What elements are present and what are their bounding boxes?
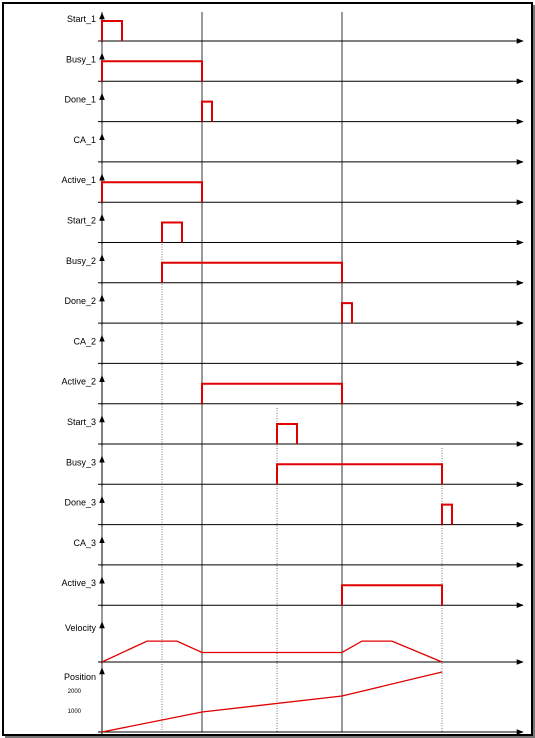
position-tick-label-1: 1000	[68, 709, 82, 715]
signal-label-active-3: Active_3	[61, 578, 96, 588]
position-profile	[101, 671, 443, 733]
position-label: Position	[64, 672, 96, 682]
signal-label-busy-3: Busy_3	[66, 457, 96, 467]
row-position: Position 2000 1000	[64, 667, 524, 734]
row-busy-2: Busy_2	[66, 254, 524, 286]
timing-diagram: Start_1 Busy_1 Done_1 CA_1 Active_1 Start_2 Bu…	[61, 12, 524, 734]
signal-rows: Start_1 Busy_1 Done_1 CA_1 Active_1 Start_2 Bu…	[61, 12, 524, 734]
row-start-3: Start_3	[67, 415, 524, 447]
signal-label-done-2: Done_2	[64, 296, 96, 306]
position-tick-label-0: 2000	[68, 689, 82, 695]
row-ca-3: CA_3	[73, 536, 524, 568]
cursor-lines	[101, 12, 443, 732]
signal-label-ca-2: CA_2	[73, 336, 96, 346]
row-done-2: Done_2	[64, 294, 524, 326]
waveform-busy-2	[161, 261, 343, 283]
velocity-label: Velocity	[65, 623, 97, 633]
waveform-busy-3	[276, 463, 443, 485]
waveform-done-3	[441, 503, 453, 525]
row-done-3: Done_3	[64, 495, 524, 528]
signal-label-done-3: Done_3	[64, 498, 96, 508]
row-active-3: Active_3	[61, 576, 524, 609]
waveform-start-1	[101, 20, 123, 41]
signal-label-start-2: Start_2	[67, 216, 96, 226]
row-active-2: Active_2	[61, 375, 524, 407]
signal-label-ca-1: CA_1	[73, 135, 96, 145]
waveform-busy-1	[101, 60, 203, 82]
waveform-done-2	[341, 302, 353, 324]
signal-label-start-1: Start_1	[67, 14, 96, 24]
signal-label-done-1: Done_1	[64, 95, 96, 105]
row-ca-2: CA_2	[73, 334, 524, 367]
waveform-active-2	[201, 382, 343, 404]
waveform-active-3	[341, 584, 443, 606]
row-busy-3: Busy_3	[66, 455, 524, 488]
row-ca-1: CA_1	[73, 133, 524, 165]
signal-label-start-3: Start_3	[67, 417, 96, 427]
row-active-1: Active_1	[61, 173, 524, 205]
signal-label-ca-3: CA_3	[73, 538, 96, 548]
row-start-2: Start_2	[67, 213, 524, 246]
waveform-start-3	[276, 423, 298, 444]
signal-label-busy-2: Busy_2	[66, 256, 96, 266]
signal-label-active-2: Active_2	[61, 377, 96, 387]
waveform-start-2	[161, 221, 183, 243]
row-start-1: Start_1	[67, 12, 524, 44]
waveform-active-1	[101, 181, 203, 203]
row-busy-1: Busy_1	[66, 52, 524, 85]
velocity-profile	[101, 640, 443, 663]
row-velocity: Velocity	[65, 621, 524, 665]
waveform-done-1	[201, 100, 213, 122]
signal-label-busy-1: Busy_1	[66, 54, 96, 64]
signal-label-active-1: Active_1	[61, 175, 96, 185]
row-done-1: Done_1	[64, 92, 524, 125]
